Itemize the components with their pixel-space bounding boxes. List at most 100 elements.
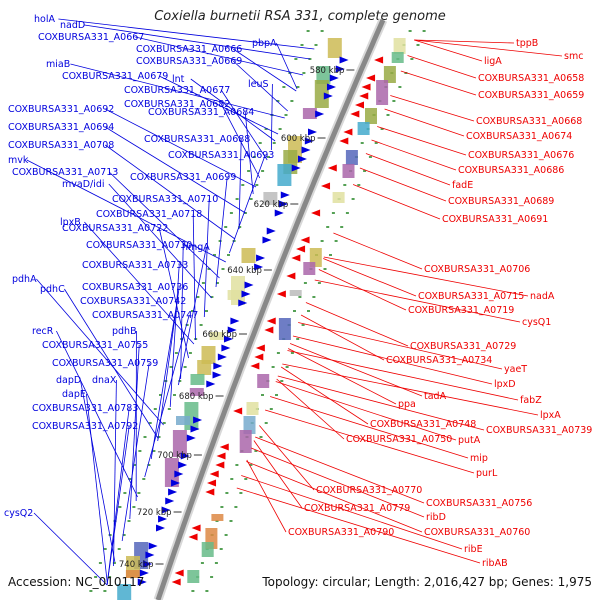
forward-gene-label: dapE (62, 389, 86, 400)
forward-gene-label: dapD (56, 375, 81, 386)
reverse-gene-label: COXBURSA331_A0706 (424, 264, 530, 275)
reverse-gene-label: COXBURSA331_A0756 (426, 498, 532, 509)
forward-gene-label: lnt (172, 74, 185, 85)
forward-gene-label: mvaD/idi (62, 179, 105, 190)
forward-gene-label: COXBURSA331_A0792 (32, 421, 138, 432)
reverse-gene-label: COXBURSA331_A0668 (476, 116, 582, 127)
forward-gene-label: COXBURSA331_A0694 (8, 122, 114, 133)
reverse-gene-label: COXBURSA331_A0779 (304, 503, 410, 514)
reverse-gene-label: ribD (426, 512, 446, 523)
reverse-gene-label: tppB (516, 38, 538, 49)
forward-gene-label: COXBURSA331_A0713 (12, 167, 118, 178)
forward-gene-label: mvk (8, 155, 29, 166)
forward-gene-label: miaB (46, 59, 70, 70)
forward-gene-label: COXBURSA331_A0692 (8, 104, 114, 115)
kbp-tick-label: 640 kbp (227, 266, 262, 276)
forward-gene-label: COXBURSA331_A0747 (92, 310, 198, 321)
forward-gene-label: COXBURSA331_A0783 (32, 403, 138, 414)
reverse-gene-label: COXBURSA331_A0676 (468, 150, 574, 161)
reverse-gene-label: ppa (398, 399, 416, 410)
forward-gene-label: COXBURSA331_A0684 (148, 107, 254, 118)
forward-gene-label: COXBURSA331_A0688 (144, 134, 250, 145)
forward-gene-label: hmgA (182, 242, 210, 253)
reverse-gene-label: COXBURSA331_A0739 (486, 425, 592, 436)
forward-gene-label: holA (34, 14, 55, 25)
kbp-tick-label: 600 kbp (281, 134, 316, 144)
reverse-gene-label: lpxA (540, 410, 561, 421)
forward-gene-label: COXBURSA331_A0759 (52, 358, 158, 369)
reverse-gene-label: COXBURSA331_A0729 (410, 341, 516, 352)
reverse-gene-label: purL (476, 468, 498, 479)
forward-gene-label: dnaX (92, 375, 117, 386)
forward-gene-label: pdhC (40, 284, 65, 295)
reverse-gene-label: COXBURSA331_A0760 (424, 527, 530, 538)
reverse-gene-label: smc (564, 51, 583, 62)
forward-gene-label: pbpA (252, 38, 277, 49)
topology-text: Topology: circular; Length: 2,016,427 bp… (262, 575, 592, 589)
forward-gene-label: COXBURSA331_A0699 (130, 172, 236, 183)
reverse-gene-label: nadA (530, 291, 555, 302)
kbp-tick-label: 720 kbp (137, 508, 172, 518)
kbp-tick-label: 660 kbp (202, 330, 237, 340)
reverse-gene-label: fabZ (520, 395, 542, 406)
forward-gene-label: cysQ2 (4, 508, 33, 519)
reverse-gene-label: COXBURSA331_A0748 (370, 419, 476, 430)
forward-gene-label: leuS (248, 79, 269, 90)
reverse-gene-label: tadA (424, 391, 447, 402)
reverse-gene-label: COXBURSA331_A0715 (418, 291, 524, 302)
reverse-gene-label: ligA (484, 56, 502, 67)
forward-gene-label: COXBURSA331_A0708 (8, 140, 114, 151)
reverse-gene-label: lpxD (494, 379, 516, 390)
reverse-gene-label: COXBURSA331_A0790 (288, 527, 394, 538)
forward-gene-label: COXBURSA331_A0730 (86, 240, 192, 251)
forward-gene-label: lpxB (60, 217, 81, 228)
reverse-gene-label: COXBURSA331_A0674 (466, 131, 572, 142)
forward-gene-label: recR (32, 326, 54, 337)
reverse-gene-label: COXBURSA331_A0689 (448, 196, 554, 207)
kbp-tick-label: 580 kbp (310, 66, 345, 76)
reverse-gene-label: COXBURSA331_A0659 (478, 90, 584, 101)
reverse-gene-label: COXBURSA331_A0691 (442, 214, 548, 225)
forward-gene-label: COXBURSA331_A0682 (124, 99, 230, 110)
forward-gene-label: COXBURSA331_A0755 (42, 340, 148, 351)
kbp-tick-label: 740 kbp (119, 560, 154, 570)
reverse-gene-label: putA (458, 435, 481, 446)
forward-gene-label: COXBURSA331_A0718 (96, 209, 202, 220)
reverse-gene-label: COXBURSA331_A0686 (458, 165, 564, 176)
map-title: Coxiella burnetii RSA 331, complete geno… (154, 9, 446, 24)
forward-gene-label: COXBURSA331_A0679 (62, 71, 168, 82)
gene-label-layer: holAnadDCOXBURSA331_A0667COXBURSA331_A06… (4, 14, 592, 586)
reverse-gene-label: COXBURSA331_A0750 (346, 434, 452, 445)
forward-gene-label: COXBURSA331_A0677 (124, 85, 230, 96)
forward-gene-label: COXBURSA331_A0742 (80, 296, 186, 307)
forward-gene-label: COXBURSA331_A0733 (82, 260, 188, 271)
reverse-gene-label: COXBURSA331_A0770 (316, 485, 422, 496)
reverse-gene-label: COXBURSA331_A0719 (408, 305, 514, 316)
kbp-tick-label: 620 kbp (254, 200, 289, 210)
reverse-gene-label: mip (470, 453, 488, 464)
reverse-gene-label: fadE (452, 180, 473, 191)
forward-gene-label: COXBURSA331_A0736 (82, 282, 188, 293)
reverse-gene-label: COXBURSA331_A0734 (386, 355, 492, 366)
kbp-tick-label: 700 kbp (157, 451, 192, 461)
forward-gene-label: COXBURSA331_A0669 (136, 56, 242, 67)
forward-gene-label: COXBURSA331_A0667 (38, 32, 144, 43)
forward-gene-label: pdhB (112, 326, 137, 337)
forward-gene-label: COXBURSA331_A0693 (168, 150, 274, 161)
forward-gene-label: nadD (60, 20, 85, 31)
forward-gene-label: COXBURSA331_A0722 (62, 223, 168, 234)
reverse-gene-label: ribAB (482, 558, 508, 569)
reverse-gene-label: ribE (464, 544, 483, 555)
forward-gene-label: pdhA (12, 274, 37, 285)
reverse-gene-label: yaeT (504, 364, 527, 375)
forward-gene-label: COXBURSA331_A0666 (136, 44, 242, 55)
feature-layer (117, 38, 406, 600)
forward-gene-label: COXBURSA331_A0710 (112, 194, 218, 205)
kbp-tick-label: 680 kbp (179, 392, 214, 402)
kbp-tick-layer: 580 kbp 600 kbp 620 kbp 640 kbp 660 kbp 680 k… (119, 66, 355, 570)
accession-text: Accession: NC_010117 (8, 575, 145, 589)
reverse-gene-label: COXBURSA331_A0658 (478, 73, 584, 84)
reverse-gene-label: cysQ1 (522, 317, 551, 328)
